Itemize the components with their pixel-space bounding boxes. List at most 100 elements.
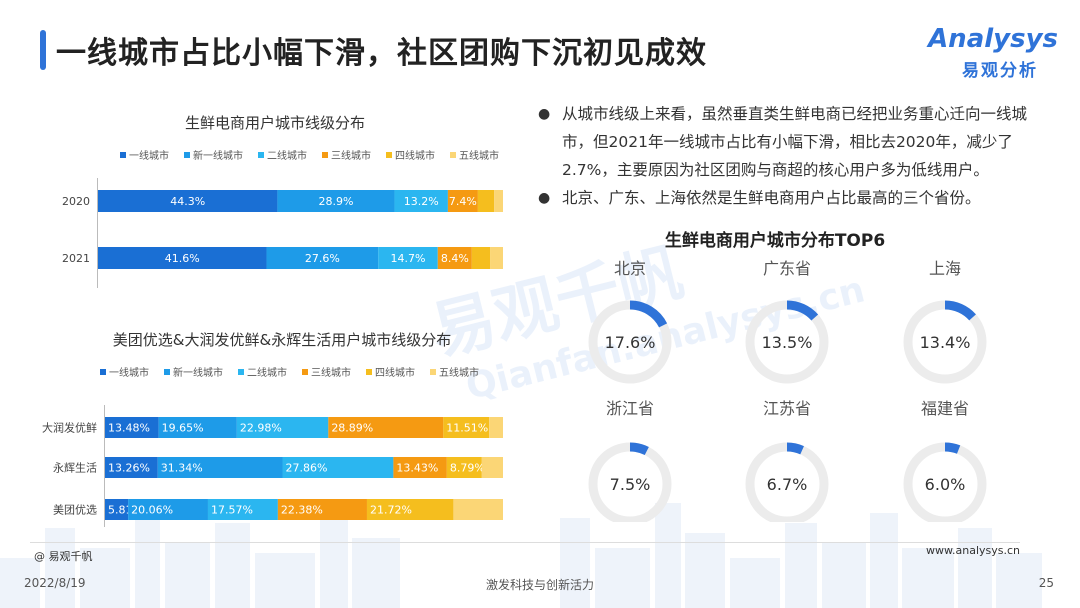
chart-title: 生鲜电商用户城市线级分布 (185, 114, 365, 132)
footer-slogan: 激发科技与创新活力 (485, 578, 594, 592)
legend-swatch (238, 369, 244, 375)
bar-segment (277, 499, 367, 520)
bar-segment (98, 247, 267, 269)
legend-swatch (184, 152, 190, 158)
logo-text-en: Analysys (928, 24, 1058, 54)
data-label: 8.4% (441, 252, 469, 265)
data-label: 28.9% (318, 195, 353, 208)
legend-swatch (386, 152, 392, 158)
bullet-dot-icon: ● (538, 190, 551, 206)
analysys-logo: Analysys 易观分析 (928, 24, 1058, 81)
bar-segment (471, 247, 491, 269)
data-label: 13.26% (108, 462, 150, 475)
bullet-item: ● 从城市线级上来看，虽然垂直类生鲜电商已经把业务重心迁向一线城市，但2021年… (538, 100, 1048, 184)
donut-arc (786, 300, 819, 321)
category-label: 永辉生活 (53, 461, 97, 475)
category-label: 2020 (62, 195, 90, 208)
legend-swatch (120, 152, 126, 158)
bar-segment (236, 417, 329, 438)
legend-label: 新一线城市 (173, 366, 223, 379)
bar-segment (446, 457, 482, 478)
category-label: 大润发优鲜 (42, 421, 97, 435)
bar-segment (158, 417, 237, 438)
legend-label: 一线城市 (109, 366, 149, 379)
donut-arc (786, 442, 804, 455)
bar-segment (98, 190, 278, 212)
city-skyline-decoration (0, 503, 1042, 608)
legend-swatch (100, 369, 106, 375)
bar-segment (437, 247, 472, 269)
data-label: 22.38% (281, 504, 323, 517)
bar-segment (105, 499, 129, 520)
data-label: 8.79% (450, 462, 485, 475)
legend-label: 二线城市 (247, 366, 287, 379)
donut-value: 7.5% (610, 475, 651, 494)
bar-segment (393, 457, 447, 478)
data-label: 19.65% (162, 422, 204, 435)
data-label: 13.43% (396, 462, 438, 475)
donut-value: 6.0% (925, 475, 966, 494)
data-label: 41.6% (165, 252, 200, 265)
chart-title: 美团优选&大润发优鲜&永辉生活用户城市线级分布 (113, 331, 451, 349)
bar-segment (490, 247, 503, 269)
footer-date: 2022/8/19 (24, 576, 86, 590)
donut-name: 上海 (929, 259, 961, 278)
legend-swatch (302, 369, 308, 375)
donut-value: 13.5% (762, 333, 813, 352)
legend-label: 一线城市 (129, 149, 169, 162)
page-title: 一线城市占比小幅下滑，社区团购下沉初见成效 (56, 36, 707, 71)
donut-grid-title: 生鲜电商用户城市分布TOP6 (664, 231, 886, 251)
bar-segment (481, 457, 503, 478)
data-label: 11.51% (446, 422, 488, 435)
data-label: 13.2% (404, 195, 439, 208)
bar-segment (105, 457, 158, 478)
bar-segment (443, 417, 490, 438)
page-number: 25 (1038, 576, 1054, 590)
donut-name: 福建省 (921, 399, 969, 418)
bullet-item: ● 北京、广东、上海依然是生鲜电商用户占比最高的三个省份。 (538, 184, 1048, 212)
donut-grid-top6: 北京 17.6% 广东省 13.5% 上海 13.4% 浙江省 7.5% 江苏省 6.7% 福建省 6… (588, 259, 987, 522)
data-label: 31.34% (161, 462, 203, 475)
data-label: 17.57% (211, 504, 253, 517)
bar-segment (394, 190, 448, 212)
bar-segment (207, 499, 278, 520)
data-label: 13.48% (108, 422, 150, 435)
legend-swatch (258, 152, 264, 158)
category-label: 美团优选 (53, 504, 97, 517)
bullet-text: 从城市线级上来看，虽然垂直类生鲜电商已经把业务重心迁向一线城市，但2021年一线… (562, 105, 1028, 179)
bar-segment (477, 190, 495, 212)
legend-swatch (164, 369, 170, 375)
legend-swatch (430, 369, 436, 375)
legend-label: 二线城市 (267, 149, 307, 162)
title-accent-bar (40, 30, 46, 70)
legend-swatch (450, 152, 456, 158)
legend-label: 五线城市 (439, 366, 479, 379)
donut-name: 广东省 (763, 259, 811, 278)
donut-name: 北京 (614, 259, 646, 278)
bar-segment (453, 499, 503, 520)
bar-segment (328, 417, 444, 438)
data-label: 14.7% (391, 252, 426, 265)
footer-divider (30, 542, 1020, 543)
data-label: 44.3% (170, 195, 205, 208)
legend-label: 新一线城市 (193, 149, 243, 162)
data-label: 21.72% (370, 504, 412, 517)
legend-label: 三线城市 (311, 366, 351, 379)
bar-segment (378, 247, 438, 269)
donut-name: 江苏省 (763, 399, 811, 418)
bullet-text: 北京、广东、上海依然是生鲜电商用户占比最高的三个省份。 (562, 189, 981, 207)
bar-segment (447, 190, 478, 212)
donut-value: 13.4% (920, 333, 971, 352)
bar-segment (282, 457, 394, 478)
data-label: 22.98% (240, 422, 282, 435)
bar-segment (266, 247, 379, 269)
bar-segment (128, 499, 208, 520)
legend-swatch (322, 152, 328, 158)
footer-website: www.analysys.cn (926, 544, 1020, 557)
legend-swatch (366, 369, 372, 375)
bullet-dot-icon: ● (538, 106, 551, 122)
donut-value: 6.7% (767, 475, 808, 494)
footer-source: @ 易观千帆 (34, 550, 93, 563)
